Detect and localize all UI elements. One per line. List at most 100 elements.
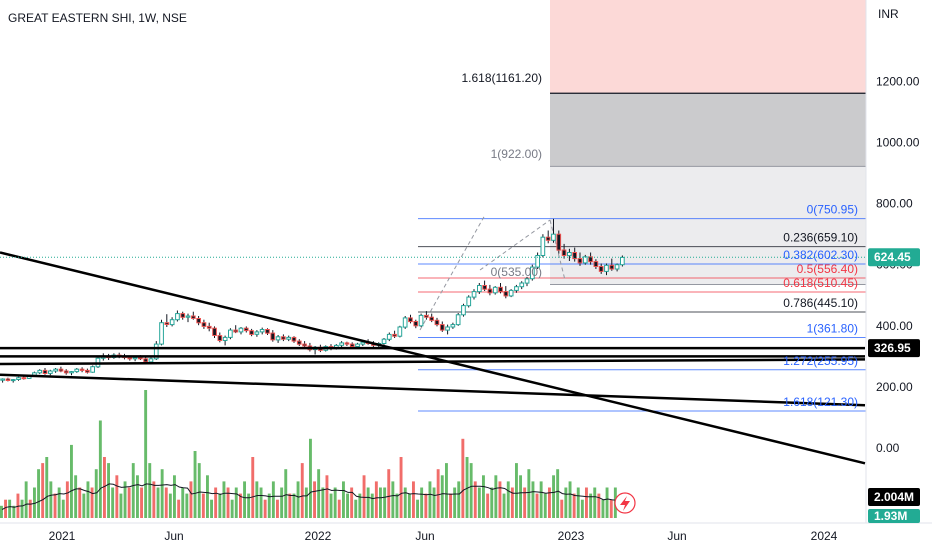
volume-bar (28, 499, 32, 518)
candle (270, 332, 276, 341)
volume-tag-label: 2.004M (874, 490, 914, 504)
volume-bar (428, 481, 432, 518)
fib-level-label: 0.786(445.10) (783, 296, 858, 310)
volume-bar (136, 475, 139, 518)
volume-bar (33, 487, 36, 518)
volume-bar (399, 457, 403, 518)
candle (339, 342, 344, 346)
candle (434, 319, 440, 326)
volume-bar (473, 481, 477, 518)
volume-bar (271, 481, 275, 518)
volume-bar (317, 469, 321, 518)
candle (291, 336, 297, 342)
volume-bar (78, 487, 82, 518)
volume-bar (247, 493, 251, 518)
candle (466, 296, 472, 307)
volume-bar (436, 469, 440, 518)
candle (275, 336, 281, 341)
volume-bar (263, 499, 267, 518)
candle (206, 325, 212, 329)
candle (37, 369, 43, 374)
x-tick-label: Jun (164, 529, 183, 543)
volume-bar (255, 481, 259, 518)
candle (402, 317, 408, 328)
volume-bar (313, 481, 316, 518)
candle (604, 264, 609, 272)
volume-bar (94, 469, 98, 518)
volume-bar (173, 475, 176, 518)
y-tick-label: 1000.00 (876, 136, 920, 150)
candle (429, 316, 434, 321)
candle (243, 327, 249, 332)
x-tick-label: 2023 (558, 529, 585, 543)
candle (63, 370, 69, 374)
volume-bar (440, 475, 444, 518)
candle (397, 326, 403, 337)
volume-bar (214, 487, 218, 518)
volume-bar (230, 499, 234, 518)
candle (79, 368, 85, 371)
volume-layer (0, 390, 617, 518)
volume-bar (502, 493, 506, 518)
candle (0, 378, 6, 381)
volume-bar (572, 493, 576, 518)
candle (58, 368, 64, 372)
candle (286, 336, 291, 340)
volume-bar (374, 481, 378, 518)
y-tick-label: 0.00 (876, 441, 900, 455)
fib-level-label: 0.618(510.45) (783, 276, 858, 290)
x-tick-label: Jun (667, 529, 686, 543)
candle (127, 357, 133, 360)
volume-bar (74, 475, 78, 518)
volume-bar (510, 487, 514, 518)
volume-bar (556, 469, 560, 518)
lightning-icon[interactable] (614, 492, 636, 514)
volume-bar (284, 469, 288, 518)
candle (450, 324, 456, 328)
candle (609, 264, 615, 270)
candle (201, 322, 207, 327)
candle (439, 324, 445, 331)
volume-bar (453, 487, 457, 518)
candle (572, 252, 577, 260)
volume-bar (37, 469, 40, 518)
candle (175, 313, 180, 321)
x-tick-label: Jun (415, 529, 434, 543)
candle (524, 278, 530, 284)
volume-bar (148, 463, 152, 518)
volume-bar (498, 481, 502, 518)
candle (540, 236, 546, 256)
volume-bar (593, 487, 597, 518)
chart-title: GREAT EASTERN SHI, 1W, NSE (8, 11, 187, 25)
volume-bar (86, 481, 90, 518)
candle (265, 329, 270, 334)
volume-tag (868, 509, 920, 523)
volume-bar (490, 487, 494, 518)
volume-bar (395, 493, 399, 518)
candle (53, 368, 58, 372)
volume-bar (482, 475, 485, 518)
candle (238, 327, 244, 333)
volume-bar (90, 487, 94, 518)
volume-bar (160, 469, 164, 518)
volume-bar (140, 487, 143, 518)
volume-bar (412, 481, 415, 518)
volume-bar (127, 487, 131, 518)
volume-bar (432, 487, 436, 518)
currency-label: INR (878, 7, 899, 21)
extension-zone-mid (550, 93, 866, 167)
volume-tag-label: 1.93M (874, 509, 907, 523)
trendline (0, 251, 866, 465)
candle (132, 357, 138, 360)
volume-bar (383, 487, 387, 518)
candle (386, 333, 392, 340)
volume-bar (609, 499, 613, 518)
candle (21, 377, 27, 380)
volume-bar (98, 420, 102, 518)
volume-bar (605, 487, 609, 518)
price-tag (868, 248, 920, 267)
candle (85, 369, 90, 373)
volume-bar (346, 493, 349, 518)
volume-bar (342, 481, 345, 518)
